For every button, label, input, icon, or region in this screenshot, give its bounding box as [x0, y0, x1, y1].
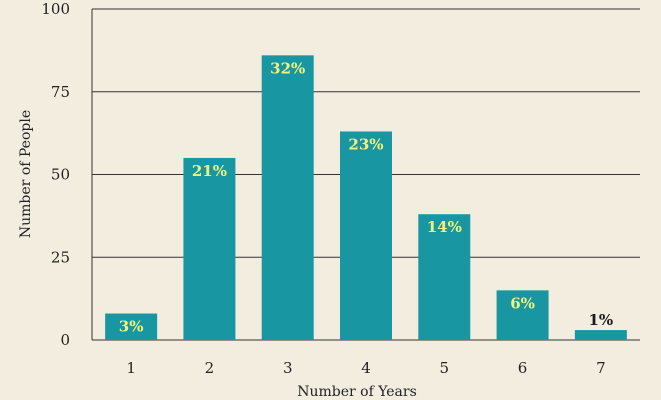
bar-data-label: 32%	[270, 59, 305, 77]
x-tick-label: 5	[440, 359, 450, 377]
y-tick-label: 0	[60, 331, 70, 349]
y-tick-label: 25	[51, 248, 70, 266]
bar-data-label: 3%	[119, 318, 144, 336]
bar	[183, 157, 236, 340]
bar	[340, 131, 392, 340]
y-tick-label: 100	[41, 0, 70, 18]
bar-data-label: 23%	[348, 135, 383, 153]
y-tick-label: 50	[51, 166, 70, 184]
x-tick-label: 1	[126, 359, 136, 377]
bar-data-label: 6%	[510, 294, 535, 312]
bar-data-label: 21%	[192, 162, 227, 180]
x-tick-label: 4	[361, 359, 371, 377]
y-axis-ticks: 0 25 50 75 100	[41, 0, 70, 349]
bar	[105, 313, 158, 340]
y-axis-title: Number of People	[18, 110, 34, 238]
bar-data-label: 14%	[427, 218, 462, 236]
x-tick-label: 3	[283, 359, 293, 377]
bar	[496, 290, 549, 340]
bar	[418, 214, 471, 340]
x-tick-label: 2	[205, 359, 215, 377]
x-tick-label: 7	[596, 359, 606, 377]
x-axis-ticks: 1 2 3 4 5 6 7	[126, 359, 605, 377]
bars	[105, 55, 627, 341]
y-tick-label: 75	[51, 83, 70, 101]
x-axis-title: Number of Years	[297, 384, 417, 400]
bar	[261, 55, 314, 341]
bar-data-labels: 3% 21% 32% 23% 14% 6% 1%	[119, 59, 613, 335]
bar	[574, 330, 627, 340]
bar-data-label: 1%	[589, 311, 614, 329]
x-tick-label: 6	[518, 359, 528, 377]
